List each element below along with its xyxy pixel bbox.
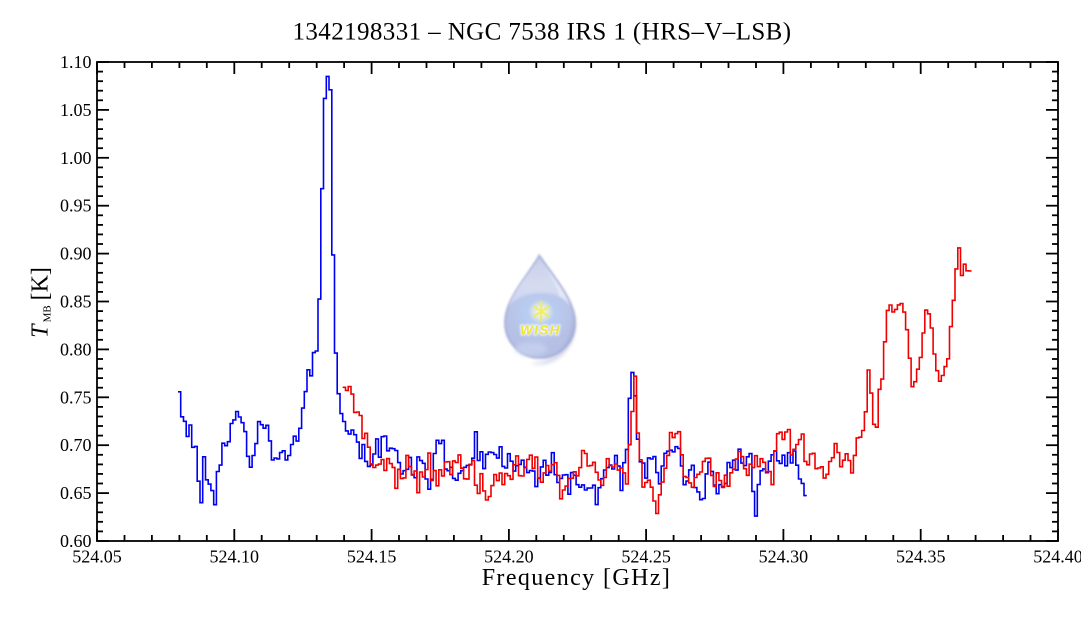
svg-text:1.00: 1.00 [60,148,92,168]
svg-text:T MB [K]: T MB [K] [28,267,54,338]
svg-text:0.70: 0.70 [60,435,92,455]
svg-text:1342198331 – NGC 7538 IRS 1 (H: 1342198331 – NGC 7538 IRS 1 (HRS–V–LSB) [293,19,792,46]
svg-text:524.05: 524.05 [72,547,122,567]
svg-text:1.10: 1.10 [60,52,92,72]
svg-text:1.05: 1.05 [60,100,92,120]
svg-text:524.25: 524.25 [621,547,671,567]
svg-text:524.20: 524.20 [484,547,534,567]
svg-text:WISH: WISH [520,323,560,338]
svg-text:0.85: 0.85 [60,292,92,312]
svg-text:WISH: WISH [520,323,560,338]
svg-text:0.65: 0.65 [60,483,92,503]
svg-text:Frequency [GHz]: Frequency [GHz] [482,565,672,591]
svg-text:524.35: 524.35 [896,547,946,567]
svg-text:524.10: 524.10 [210,547,260,567]
svg-text:0.75: 0.75 [60,387,92,407]
svg-text:524.30: 524.30 [759,547,809,567]
svg-text:524.40: 524.40 [1033,547,1081,567]
svg-text:0.60: 0.60 [60,531,92,551]
svg-text:0.95: 0.95 [60,196,92,216]
svg-text:0.90: 0.90 [60,244,92,264]
svg-text:524.15: 524.15 [347,547,397,567]
svg-text:0.80: 0.80 [60,339,92,359]
